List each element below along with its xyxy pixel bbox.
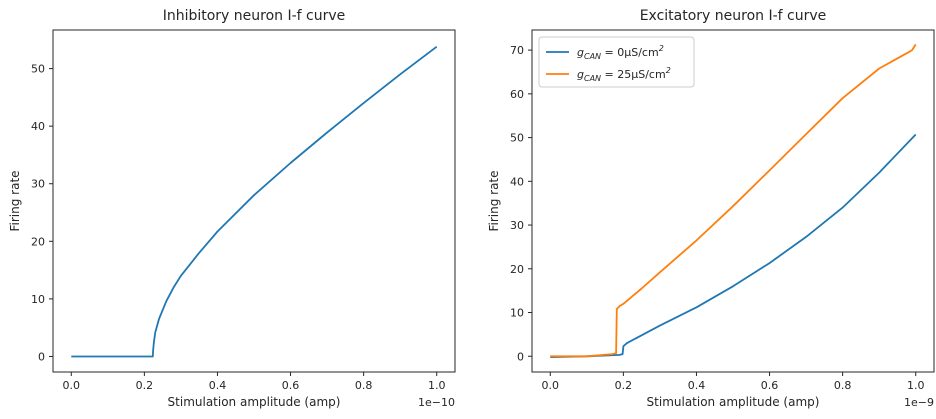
y-tick-label: 40 xyxy=(510,175,524,188)
x-axis-label: Stimulation amplitude (amp) xyxy=(647,395,820,409)
excitatory-chart-panel: Excitatory neuron I-f curve Stimulation … xyxy=(487,8,935,409)
legend-entry: gCAN = 25μS/cm2 xyxy=(577,66,671,83)
axes-frame xyxy=(52,29,456,373)
y-tick-label: 40 xyxy=(31,120,45,133)
x-tick-label: 0.6 xyxy=(282,379,300,392)
x-tick-label: 1.0 xyxy=(428,379,446,392)
series-line-0 xyxy=(550,133,917,358)
y-tick-label: 70 xyxy=(510,44,524,57)
x-axis-label: Stimulation amplitude (amp) xyxy=(168,395,341,409)
y-tick-label: 20 xyxy=(510,263,524,276)
y-tick-label: 60 xyxy=(510,88,524,101)
x-tick-label: 0.8 xyxy=(355,379,373,392)
y-axis-label: Firing rate xyxy=(487,170,501,231)
chart-title: Excitatory neuron I-f curve xyxy=(640,8,827,24)
y-tick-label: 30 xyxy=(31,178,45,191)
y-tick-label: 0 xyxy=(38,350,45,363)
x-tick-label: 0.8 xyxy=(834,379,852,392)
legend-frame xyxy=(538,36,695,88)
x-axis-offset-label: 1e−9 xyxy=(904,396,934,409)
inhibitory-chart-panel: Inhibitory neuron I-f curve Stimulation … xyxy=(8,8,456,409)
y-tick-label: 10 xyxy=(31,293,45,306)
y-tick-label: 50 xyxy=(31,63,45,76)
x-tick-label: 0.2 xyxy=(615,379,633,392)
chart-title: Inhibitory neuron I-f curve xyxy=(163,8,346,24)
y-axis-label: Firing rate xyxy=(8,170,22,231)
legend: gCAN = 0μS/cm2 gCAN = 25μS/cm2 xyxy=(538,36,695,88)
y-tick-label: 20 xyxy=(31,235,45,248)
y-tick-label: 10 xyxy=(510,307,524,320)
series-line-0 xyxy=(71,45,438,358)
x-tick-label: 0.0 xyxy=(63,379,81,392)
x-tick-label: 0.2 xyxy=(136,379,154,392)
y-tick-label: 0 xyxy=(517,350,524,363)
axes-frame xyxy=(531,29,935,373)
x-tick-label: 1.0 xyxy=(907,379,925,392)
x-tick-label: 0.4 xyxy=(688,379,706,392)
x-tick-label: 0.4 xyxy=(209,379,227,392)
y-tick-label: 50 xyxy=(510,132,524,145)
series-line-1 xyxy=(550,43,917,358)
x-tick-label: 0.0 xyxy=(542,379,560,392)
x-tick-label: 0.6 xyxy=(761,379,779,392)
x-axis-offset-label: 1e−10 xyxy=(418,396,455,409)
y-tick-label: 30 xyxy=(510,219,524,232)
legend-entry: gCAN = 0μS/cm2 xyxy=(577,44,664,61)
